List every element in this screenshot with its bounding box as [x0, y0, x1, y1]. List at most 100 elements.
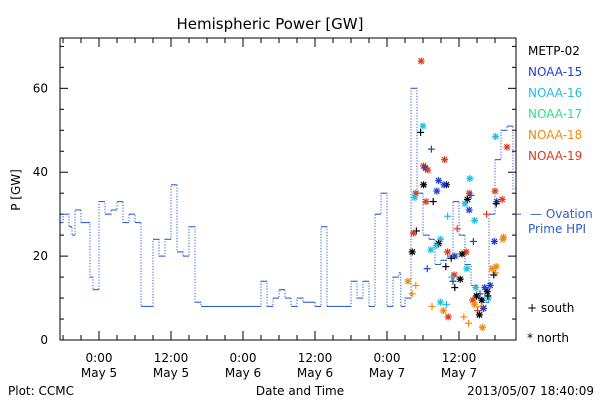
point-metp-02-north	[458, 250, 466, 258]
point-noaa-16-north	[472, 284, 480, 292]
point-noaa-16-north	[436, 298, 444, 306]
x-tick-date: May 7	[441, 366, 477, 380]
legend-item-noaa-19: NOAA-19	[528, 149, 582, 163]
point-metp-02-south	[429, 198, 437, 206]
x-tick-date: May 5	[81, 366, 117, 380]
point-noaa-18-south	[408, 290, 416, 298]
point-noaa-15-south	[467, 191, 475, 199]
legend-north: * north	[527, 331, 569, 345]
point-noaa-15-south	[449, 277, 457, 285]
point-metp-02-north	[456, 275, 464, 283]
y-tick-label: 0	[40, 333, 48, 347]
point-metp-02-south	[490, 271, 498, 279]
point-metp-02-south	[447, 254, 455, 262]
x-tick-label: 0:00	[230, 351, 257, 365]
x-tick-date: May 6	[225, 366, 261, 380]
point-noaa-15-north	[433, 187, 441, 195]
x-tick-label: 12:00	[298, 351, 333, 365]
x-tick-label: 12:00	[442, 351, 477, 365]
point-noaa-18-north	[488, 265, 496, 273]
point-noaa-15-north	[440, 181, 448, 189]
point-noaa-19-north	[491, 187, 499, 195]
point-noaa-18-north	[404, 277, 412, 285]
point-noaa-18-south	[460, 313, 468, 321]
legend-item-noaa-16: NOAA-16	[528, 86, 582, 100]
point-noaa-16-north	[432, 242, 440, 250]
chart-title: Hemispheric Power [GW]	[177, 15, 364, 33]
point-noaa-19-north	[441, 156, 449, 164]
legend-item-noaa-17: NOAA-17	[528, 107, 582, 121]
legend-south: + south	[527, 301, 574, 315]
point-noaa-15-north	[481, 284, 489, 292]
y-axis: 0 20 40 60	[33, 45, 516, 347]
point-noaa-15-north	[490, 237, 498, 245]
y-tick-label: 20	[33, 249, 48, 263]
y-axis-label: P [GW]	[9, 169, 23, 211]
legend-ovation: — Ovation	[530, 207, 593, 221]
plot-frame	[59, 37, 517, 341]
legend: METP-02 NOAA-15 NOAA-16 NOAA-17 NOAA-18 NOAA-…	[516, 44, 593, 345]
x-axis-label: Date and Time	[256, 384, 344, 398]
point-noaa-18-south	[428, 302, 436, 310]
point-noaa-19-north	[422, 198, 430, 206]
y-tick-label: 60	[33, 81, 48, 95]
point-noaa-19-south	[453, 225, 461, 233]
point-noaa-15-north	[486, 281, 494, 289]
point-noaa-19-south	[483, 210, 491, 218]
point-noaa-19-north	[469, 296, 477, 304]
point-noaa-19-north	[444, 313, 452, 321]
point-metp-02-south	[442, 263, 450, 271]
point-noaa-19-north	[409, 229, 417, 237]
legend-item-noaa-15: NOAA-15	[528, 65, 582, 79]
ovation-line	[60, 87, 516, 307]
plot-timestamp: 2013/05/07 18:40:09	[467, 384, 594, 398]
point-noaa-18-south	[412, 281, 420, 289]
point-noaa-15-south	[423, 265, 431, 273]
point-noaa-19-north	[424, 166, 432, 174]
x-tick-label: 0:00	[86, 351, 113, 365]
x-tick-label: 0:00	[374, 351, 401, 365]
point-noaa-19-north	[503, 143, 511, 151]
point-noaa-15-north	[435, 177, 443, 185]
legend-item-metp-02: METP-02	[528, 44, 580, 58]
point-metp-02-south	[492, 200, 500, 208]
point-noaa-16-north	[471, 216, 479, 224]
point-metp-02-south	[417, 128, 425, 136]
point-noaa-15-south	[427, 145, 435, 153]
point-noaa-19-north	[498, 195, 506, 203]
x-tick-date: May 7	[369, 366, 405, 380]
point-noaa-18-north	[439, 307, 447, 315]
x-tick-label: 12:00	[154, 351, 189, 365]
point-noaa-15-south	[469, 237, 477, 245]
point-noaa-15-north	[480, 305, 488, 313]
point-noaa-16-north	[463, 265, 471, 273]
point-noaa-16-south	[448, 273, 456, 281]
ovation-series	[60, 87, 516, 307]
point-noaa-18-south	[465, 319, 473, 327]
point-noaa-16-north	[411, 193, 419, 201]
point-metp-02-north	[475, 311, 483, 319]
point-noaa-16-north	[492, 133, 500, 141]
x-tick-date: May 5	[153, 366, 189, 380]
point-noaa-18-north	[478, 323, 486, 331]
point-noaa-19-north	[417, 57, 425, 65]
point-noaa-18-north	[499, 233, 507, 241]
y-tick-label: 40	[33, 165, 48, 179]
x-tick-date: May 6	[297, 366, 333, 380]
point-metp-02-north	[478, 296, 486, 304]
point-noaa-18-north	[471, 300, 479, 308]
point-metp-02-south	[484, 292, 492, 300]
point-noaa-16-north	[461, 200, 469, 208]
point-noaa-15-north	[465, 206, 473, 214]
point-metp-02-north	[420, 181, 428, 189]
point-metp-02-south	[451, 284, 459, 292]
point-metp-02-north	[463, 195, 471, 203]
plot-credit: Plot: CCMC	[8, 384, 74, 398]
point-noaa-16-north	[466, 175, 474, 183]
point-noaa-19-north	[444, 248, 452, 256]
point-noaa-16-north	[427, 246, 435, 254]
point-noaa-16-south	[444, 212, 452, 220]
legend-item-noaa-18: NOAA-18	[528, 128, 582, 142]
